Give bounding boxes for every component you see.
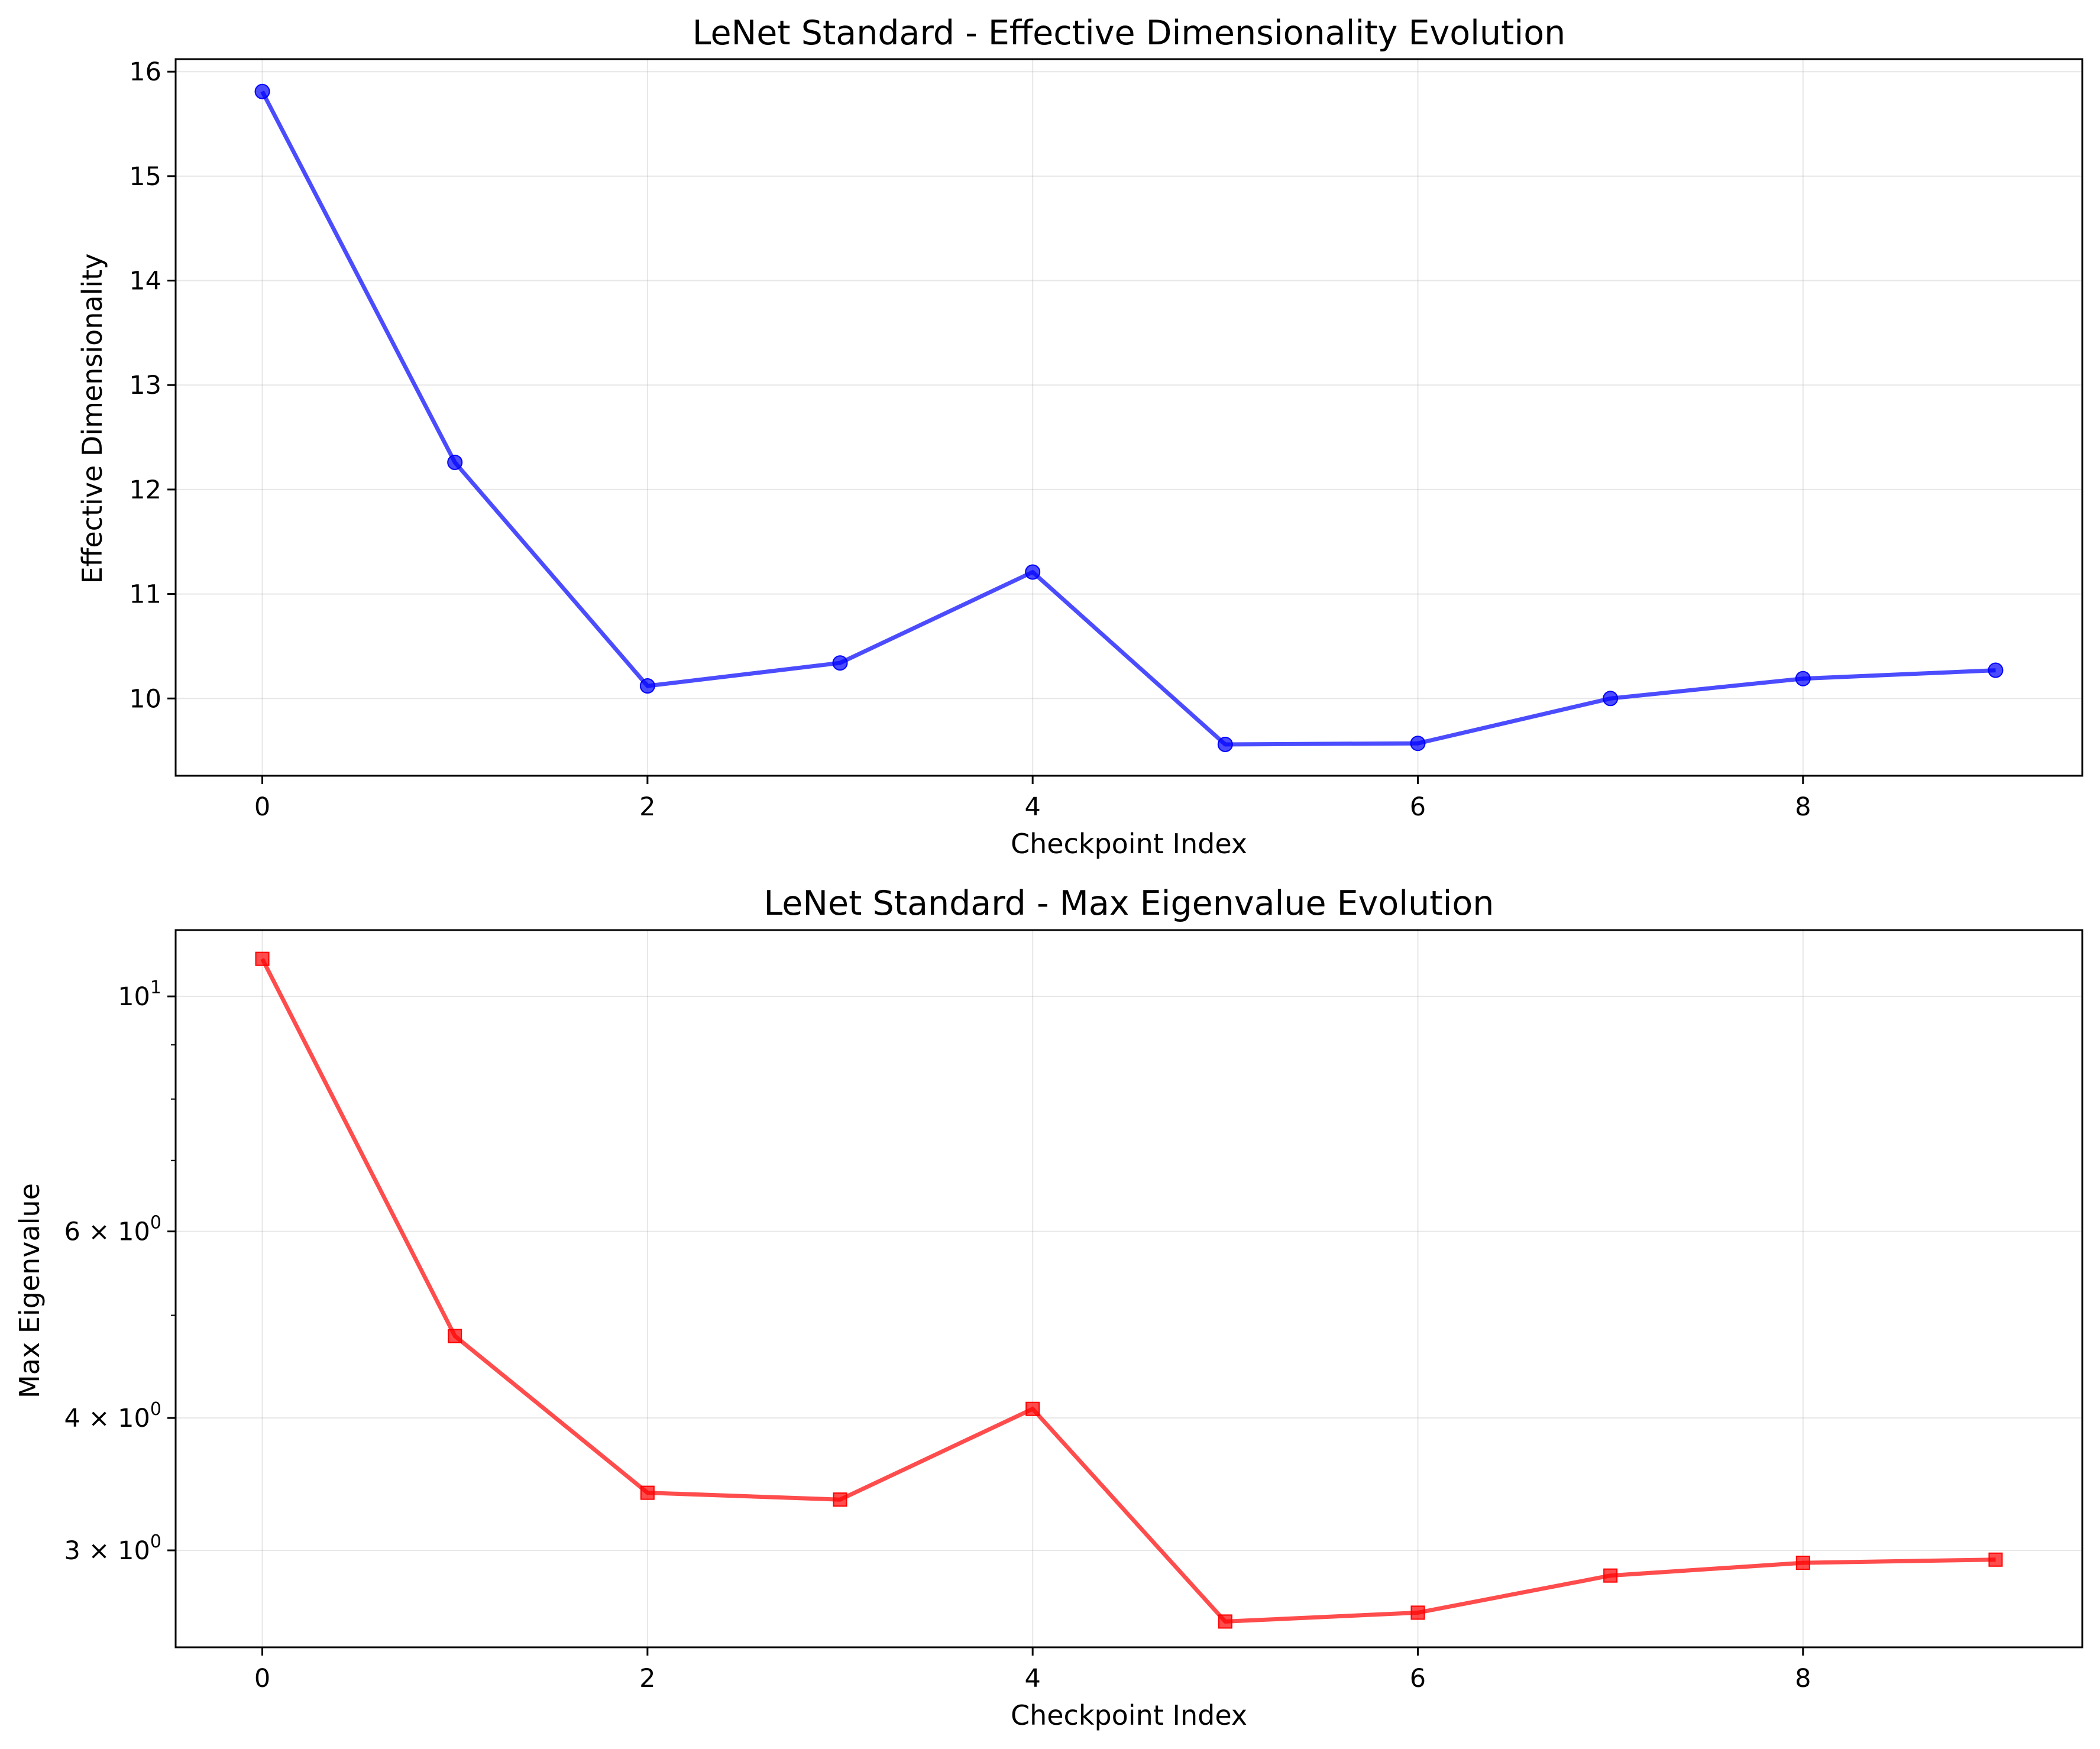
chart-title: LeNet Standard - Max Eigenvalue Evolutio… xyxy=(764,884,1494,923)
data-point xyxy=(1603,1568,1618,1583)
data-point xyxy=(1603,691,1619,707)
x-tick-label: 2 xyxy=(639,792,655,822)
data-point xyxy=(1795,671,1811,686)
x-tick-label: 4 xyxy=(1024,792,1040,822)
series-line xyxy=(260,958,1996,1624)
data-point xyxy=(1025,1401,1040,1416)
effective-dimensionality-chart: 0 2 4 6 8 10 11 12 13 14 15 16 LeNet Standard - Eff… xyxy=(76,14,2083,860)
data-markers xyxy=(255,951,2003,1629)
data-markers xyxy=(254,83,2004,752)
y-tick-label: 13 xyxy=(129,371,161,400)
data-point xyxy=(1410,1605,1425,1620)
plot-frame xyxy=(174,929,2083,1648)
y-tick-label: 14 xyxy=(129,267,161,296)
y-tick-label: 3 × 100 xyxy=(64,1531,161,1566)
y-tick-label: 12 xyxy=(129,475,161,505)
y-tick-label: 6 × 100 xyxy=(64,1213,161,1247)
x-tick-label: 0 xyxy=(254,1664,270,1693)
y-axis-label: Max Eigenvalue xyxy=(14,1183,46,1398)
x-axis-label: Checkpoint Index xyxy=(1011,1699,1247,1731)
grid-lines xyxy=(176,930,2082,1647)
data-point xyxy=(833,1492,847,1507)
chart-title: LeNet Standard - Effective Dimensionalit… xyxy=(693,14,1565,53)
data-point xyxy=(448,1329,462,1343)
series-polyline xyxy=(260,958,1996,1624)
data-point xyxy=(447,454,463,470)
data-point xyxy=(255,951,270,966)
x-tick-label: 4 xyxy=(1024,1664,1040,1693)
data-point xyxy=(1988,1552,2003,1567)
y-tick-label: 4 × 100 xyxy=(64,1399,161,1433)
plot-frame xyxy=(174,58,2083,777)
axis-ticks: 0 2 4 6 8 10 11 12 13 14 15 16 xyxy=(129,57,1811,822)
y-tick-label: 101 xyxy=(118,977,161,1012)
data-point xyxy=(1217,736,1233,752)
data-point xyxy=(1795,1556,1810,1570)
data-point xyxy=(639,678,655,694)
y-tick-label: 10 xyxy=(129,684,161,714)
y-tick-label: 16 xyxy=(129,57,161,87)
x-tick-label: 8 xyxy=(1795,792,1811,822)
axis-ticks: 0 2 4 6 8 101 6 × 100 4 × 100 3 × 100 xyxy=(64,977,1811,1693)
x-axis-label: Checkpoint Index xyxy=(1011,828,1247,860)
x-tick-label: 6 xyxy=(1410,792,1426,822)
x-tick-label: 6 xyxy=(1410,1664,1426,1693)
data-point xyxy=(1218,1614,1232,1629)
data-point xyxy=(832,655,848,671)
y-axis-label: Effective Dimensionality xyxy=(76,254,108,584)
x-tick-label: 0 xyxy=(254,792,270,822)
data-point xyxy=(640,1485,655,1500)
data-point xyxy=(1410,736,1426,752)
data-point xyxy=(1025,564,1041,580)
y-tick-label: 15 xyxy=(129,162,161,192)
max-eigenvalue-chart: 0 2 4 6 8 101 6 × 100 4 × 100 3 × 100 LeNet Stan… xyxy=(14,884,2083,1731)
x-tick-label: 2 xyxy=(639,1664,655,1693)
x-tick-label: 8 xyxy=(1795,1664,1811,1693)
series-polyline xyxy=(260,90,1996,747)
data-point xyxy=(254,83,270,99)
grid-lines xyxy=(176,59,2082,776)
data-point xyxy=(1988,662,2004,678)
series-line xyxy=(260,90,1996,747)
y-tick-label: 11 xyxy=(129,580,161,610)
